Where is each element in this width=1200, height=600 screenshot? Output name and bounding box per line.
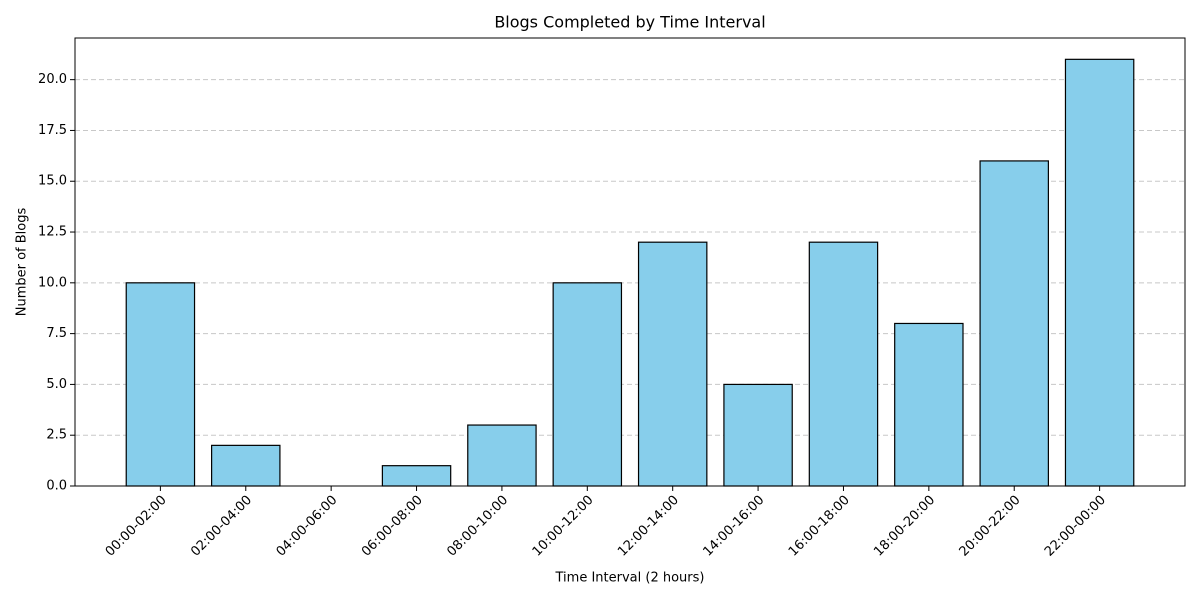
bar [979,160,1049,487]
bar [1064,58,1135,487]
bar [211,444,281,487]
bar [381,465,452,487]
y-tick-label: 2.5 [46,428,67,443]
y-tick-label: 12.5 [38,225,67,240]
y-axis-label: Number of Blogs [15,208,30,317]
y-tick-label: 5.0 [46,377,67,392]
y-tick-label: 10.0 [38,275,67,290]
y-tick-label: 17.5 [38,123,67,138]
bar [467,424,537,487]
bar [723,383,793,487]
chart-title: Blogs Completed by Time Interval [494,13,765,32]
y-tick-label: 20.0 [38,72,67,87]
bar [637,241,708,487]
x-axis-label: Time Interval (2 hours) [555,571,705,586]
bar [552,282,623,487]
bar [808,241,879,487]
plot-frame [74,37,1186,487]
bar [894,322,964,487]
y-tick-label: 0.0 [46,479,67,494]
y-tick-label: 15.0 [38,174,67,189]
bar [125,282,196,487]
y-tick-label: 7.5 [46,326,67,341]
